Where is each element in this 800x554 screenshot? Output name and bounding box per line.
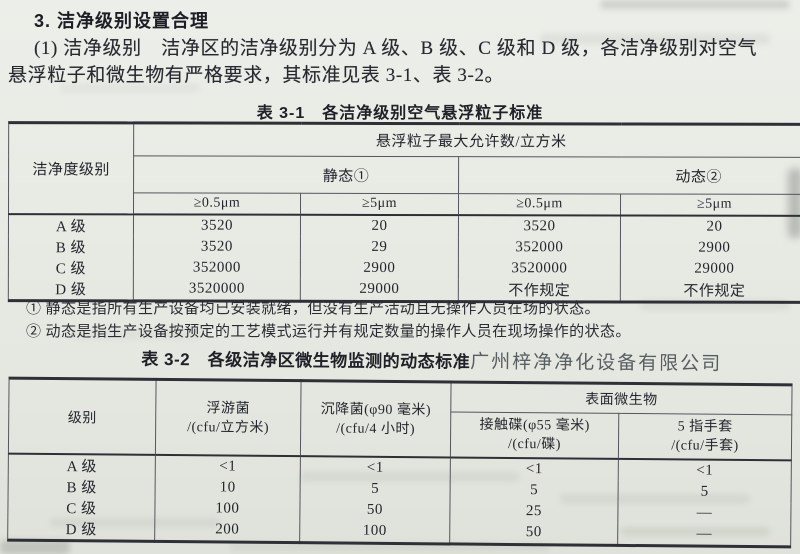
table-cell: 5 (618, 480, 792, 504)
table-cell: 352000 (133, 257, 301, 279)
table2-title: 表 3-2 各级洁净区微生物监测的动态标准广州梓净净化设备有限公司 (1, 343, 800, 377)
row-level-label: A 级 (8, 214, 134, 237)
row-level-label: B 级 (8, 475, 156, 498)
row-level-label: D 级 (7, 517, 155, 542)
table1-corner-header: 洁净度级别 (8, 122, 134, 215)
scan-smudge (600, 0, 790, 9)
table-row: B 级 3520 29 352000 2900 (8, 236, 800, 259)
table1-dynamic-group-header: 动态② (458, 156, 800, 195)
table-row: 级别 浮游菌 /(cfu/立方米) 沉降菌(φ90 毫米) /(cfu/4 小时… (8, 378, 793, 458)
table-cell: 20 (300, 214, 459, 238)
table-cell: 5 (300, 478, 451, 501)
table-row: A 级 3520 20 3520 20 (8, 214, 800, 238)
row-level-label: C 级 (7, 496, 156, 519)
table-cell: 3520 (133, 214, 301, 237)
table-cell: 5 (450, 479, 619, 502)
table1-title: 表 3-1 各洁净级别空气悬浮粒子标准 (256, 105, 544, 122)
table-cell: 2900 (620, 237, 800, 259)
table-cell: 3520 (458, 215, 621, 238)
table-cell: 200 (154, 518, 300, 543)
table-cell: 100 (154, 497, 301, 521)
scan-corner-smudge (0, 540, 70, 554)
table1-note-dynamic: ② 动态是指生产设备按预定的工艺模式运行并有规定数量的操作人员在现场操作的状态。 (26, 324, 631, 340)
table-cell: 100 (299, 520, 450, 544)
table-cell: — (617, 501, 792, 525)
table-cell: 3520000 (458, 258, 621, 280)
table-cell: 2900 (300, 257, 459, 280)
table-cell: 3520 (133, 236, 301, 258)
table-cell: <1 (300, 456, 451, 480)
row-level-label: A 级 (8, 453, 156, 477)
table-cell: 25 (449, 500, 619, 523)
paragraph-line-1: (1) 洁净级别 洁净区的洁净级别分为 A 级、B 级、C 级和 D 级，各洁净… (34, 38, 758, 59)
airborne-bacteria-header: 浮游菌 /(cfu/立方米) (155, 379, 302, 457)
microbe-standards-table: 级别 浮游菌 /(cfu/立方米) 沉降菌(φ90 毫米) /(cfu/4 小时… (7, 376, 793, 549)
table1-span-header: 悬浮粒子最大允许数/立方米 (133, 122, 800, 158)
table-cell: 20 (620, 215, 800, 238)
table-row: C 级 352000 2900 3520000 29000 (8, 257, 800, 280)
settling-bacteria-header: 沉降菌(φ90 毫米) /(cfu/4 小时) (300, 380, 452, 458)
table-cell: — (617, 522, 791, 547)
table2-title-text: 表 3-2 各级洁净区微生物监测的动态标准 (141, 349, 471, 372)
table-cell: 29000 (620, 258, 800, 280)
row-level-label: B 级 (8, 236, 134, 258)
table1-subheader: ≥0.5μm (458, 193, 621, 216)
company-name: 广州梓净净化设备有限公司 (470, 351, 723, 375)
section-heading: 3. 洁净级别设置合理 (34, 11, 210, 31)
table-row: 洁净度级别 悬浮粒子最大允许数/立方米 (8, 122, 800, 215)
table-cell: 50 (299, 499, 451, 522)
table1-subheader: ≥5μm (620, 193, 800, 216)
table-cell: 50 (449, 521, 618, 546)
paragraph-line-2: 悬浮粒子和微生物有严格要求，其标准见表 3-1、表 3-2。 (8, 65, 505, 86)
table1-note-static: ① 静态是指所有生产设备均已安装就绪，但没有生产活动且无操作人员在场的状态。 (26, 301, 600, 317)
table-cell: <1 (450, 457, 619, 481)
contact-plate-header: 接触碟(φ55 毫米) /(cfu/碟) (450, 411, 619, 459)
particle-standards-table: 洁净度级别 悬浮粒子最大允许数/立方米 静态① 动态② ≥0.5μm ≥5μm … (7, 121, 800, 304)
glove-header: 5 指手套 /(cfu/手套) (618, 413, 792, 461)
row-level-label: C 级 (8, 257, 134, 279)
table-cell: 10 (155, 476, 301, 500)
table-cell: 不作规定 (620, 279, 800, 303)
table1-subheader: ≥0.5μm (133, 192, 301, 215)
table-cell: 29 (300, 236, 459, 259)
table1-static-group-header: 静态① (133, 155, 459, 194)
surface-microbe-group-header: 表面微生物 (450, 381, 793, 415)
table-cell: <1 (618, 458, 792, 483)
table-cell: <1 (155, 454, 301, 479)
table2-section: 表 3-2 各级洁净区微生物监测的动态标准广州梓净净化设备有限公司 级别 浮游菌… (0, 343, 800, 549)
table1-subheader: ≥5μm (300, 193, 459, 216)
table2-corner-header: 级别 (8, 378, 157, 455)
table-cell: 352000 (458, 237, 621, 259)
